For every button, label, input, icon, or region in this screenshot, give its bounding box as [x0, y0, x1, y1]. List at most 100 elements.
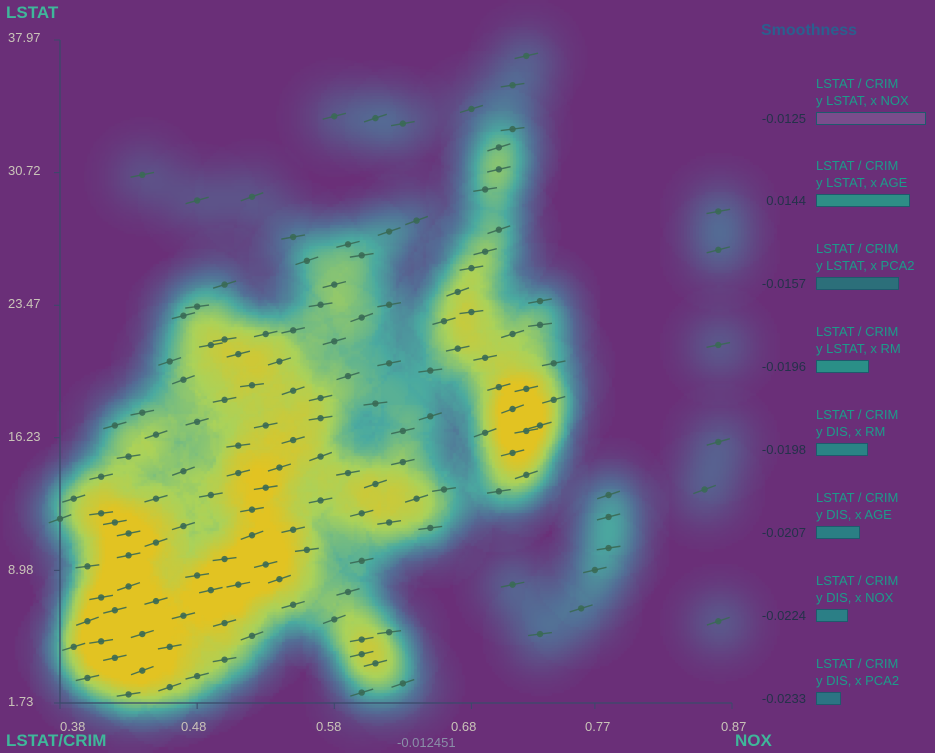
data-point	[180, 468, 187, 475]
y-tick: 30.72	[8, 163, 41, 178]
data-point	[289, 526, 297, 533]
data-point	[84, 563, 91, 570]
data-point	[248, 382, 256, 389]
data-point	[605, 491, 612, 499]
data-point	[193, 303, 201, 310]
data-point	[385, 628, 393, 636]
data-point	[97, 510, 105, 517]
data-point	[248, 506, 256, 513]
legend-item-bar	[816, 277, 899, 290]
data-point	[139, 171, 146, 179]
data-point	[111, 654, 119, 662]
data-point	[358, 314, 365, 321]
data-point	[468, 308, 475, 316]
legend-item-subtitle: y LSTAT, x NOX	[816, 93, 909, 108]
data-point	[577, 605, 585, 612]
data-point	[152, 495, 160, 502]
data-point	[97, 594, 105, 601]
data-point	[413, 495, 420, 502]
legend-item: LSTAT / CRIM y LSTAT, x AGE 0.0144	[744, 157, 934, 217]
data-point	[289, 327, 297, 334]
data-point	[440, 317, 448, 325]
data-point	[276, 464, 283, 471]
data-point	[399, 458, 407, 466]
data-point	[125, 583, 132, 590]
data-point	[262, 484, 269, 491]
legend-item-title: LSTAT / CRIM	[816, 324, 899, 339]
data-point	[125, 453, 132, 460]
data-point	[276, 575, 283, 583]
legend-item-subtitle: y DIS, x PCA2	[816, 673, 900, 688]
data-point	[221, 281, 228, 288]
legend-item-bar	[816, 526, 860, 539]
data-point	[715, 438, 722, 446]
data-point	[454, 288, 461, 296]
data-point	[331, 113, 338, 120]
data-point	[495, 166, 503, 173]
data-point	[523, 427, 530, 435]
data-point	[509, 125, 516, 133]
legend-item-value: -0.0198	[761, 442, 806, 457]
data-point	[289, 387, 297, 394]
data-point	[495, 226, 503, 233]
x-tick: 0.48	[181, 719, 207, 734]
y-tick: 1.73	[8, 694, 34, 709]
legend-item-title: LSTAT / CRIM	[816, 407, 899, 422]
legend-item-value: 0.0144	[766, 193, 806, 208]
data-point	[481, 354, 489, 361]
data-point	[248, 632, 256, 640]
data-point	[495, 383, 503, 391]
legend-item: LSTAT / CRIM y DIS, x PCA2 -0.0233	[744, 655, 934, 715]
legend-item: LSTAT / CRIM y LSTAT, x PCA2 -0.0157	[744, 240, 934, 300]
data-point	[166, 643, 173, 651]
data-point	[152, 431, 160, 438]
data-point	[385, 228, 393, 235]
data-point	[536, 630, 544, 638]
data-point	[701, 486, 708, 493]
data-point	[331, 616, 338, 623]
data-point	[97, 473, 105, 480]
legend-item-title: LSTAT / CRIM	[816, 158, 899, 173]
data-point	[317, 453, 324, 460]
data-point	[715, 246, 722, 254]
data-point	[111, 422, 119, 429]
data-point	[235, 350, 242, 358]
data-point	[481, 186, 489, 193]
data-point	[248, 532, 256, 539]
data-point	[289, 436, 297, 444]
y-tick: 8.98	[8, 562, 34, 577]
data-point	[495, 144, 503, 151]
data-point	[262, 561, 269, 568]
y-tick: 16.23	[8, 429, 41, 444]
data-point	[111, 607, 119, 614]
data-point	[125, 552, 132, 559]
data-point	[358, 252, 365, 259]
y-tick: 37.97	[8, 30, 41, 45]
data-point	[509, 581, 516, 588]
data-point	[221, 555, 228, 563]
data-point	[139, 667, 146, 674]
data-point	[427, 413, 434, 420]
data-point	[152, 597, 160, 605]
data-point	[235, 442, 242, 449]
legend-item-title: LSTAT / CRIM	[816, 241, 899, 256]
data-point	[70, 495, 77, 502]
data-point	[372, 480, 379, 488]
data-point	[468, 264, 475, 272]
data-point	[399, 120, 407, 127]
data-point	[56, 515, 64, 522]
data-point	[331, 281, 338, 288]
data-point	[193, 672, 201, 680]
data-point	[262, 330, 269, 338]
data-point	[399, 680, 407, 687]
legend-title: Smoothness	[761, 22, 858, 39]
data-point	[317, 301, 324, 308]
legend-item-bar	[816, 360, 869, 373]
legend: Smoothness LSTAT / CRIM y LSTAT, x NOX -0.…	[744, 22, 934, 706]
data-point	[344, 588, 352, 596]
data-point	[495, 488, 503, 495]
data-point	[166, 358, 173, 365]
legend-item-subtitle: y LSTAT, x PCA2	[816, 258, 915, 273]
